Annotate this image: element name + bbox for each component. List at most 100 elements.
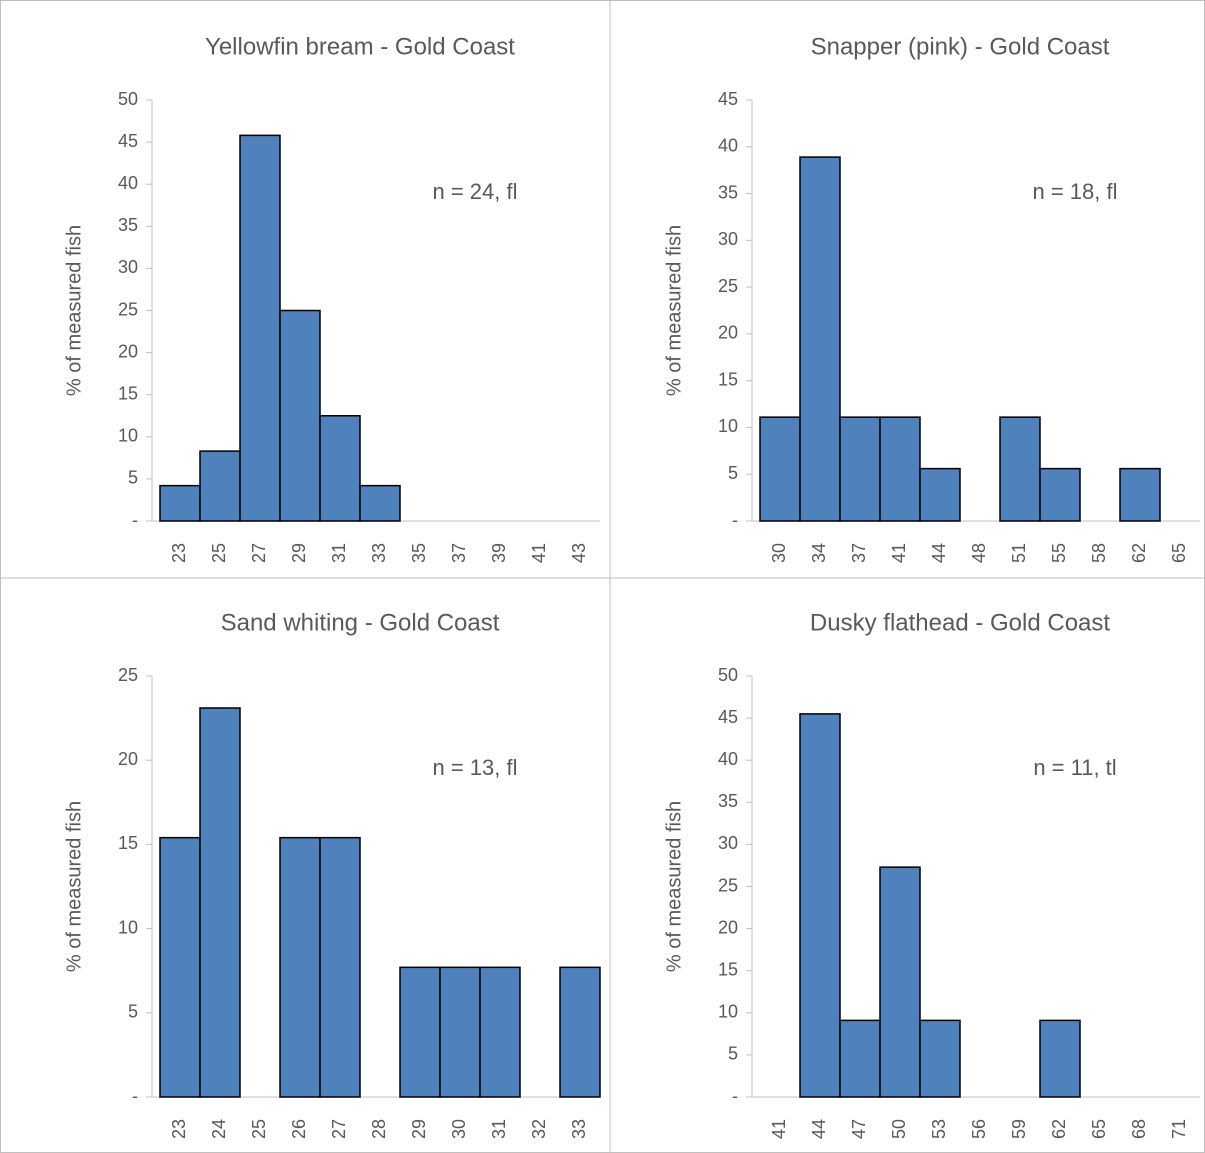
x-tick-label: 27 [329, 1119, 349, 1139]
bar [279, 836, 321, 1098]
x-tick-label: 47 [849, 1119, 869, 1139]
y-tick-label: 10 [718, 416, 738, 436]
bar [879, 416, 921, 522]
y-tick-label: 10 [718, 1002, 738, 1022]
y-tick-label: 5 [128, 468, 138, 488]
y-tick-label: 10 [118, 917, 138, 937]
y-tick-label: 20 [718, 917, 738, 937]
y-tick-label: 40 [718, 136, 738, 156]
x-tick-label: 23 [169, 1119, 189, 1139]
y-tick-label: 5 [128, 1002, 138, 1022]
x-tick-label: 51 [1009, 543, 1029, 563]
x-tick-label: 35 [409, 543, 429, 563]
y-tick-label: 25 [118, 299, 138, 319]
x-tick-label: 59 [1009, 1119, 1029, 1139]
x-tick-label: 68 [1129, 1119, 1149, 1139]
bar [319, 415, 361, 522]
bar [399, 966, 441, 1098]
y-tick-label: 25 [718, 875, 738, 895]
y-tick-label: - [732, 510, 738, 530]
y-tick-label: - [132, 510, 138, 530]
y-tick-label: 45 [718, 89, 738, 109]
bar [879, 866, 921, 1098]
bar [799, 156, 841, 522]
x-tick-label: 29 [409, 1119, 429, 1139]
x-tick-label: 65 [1169, 543, 1189, 563]
y-tick-label: 15 [718, 369, 738, 389]
y-tick-label: 5 [728, 463, 738, 483]
x-tick-label: 26 [289, 1119, 309, 1139]
y-tick-label: 35 [718, 791, 738, 811]
x-tick-label: 48 [969, 543, 989, 563]
bar [1039, 1019, 1081, 1098]
x-tick-label: 32 [529, 1119, 549, 1139]
y-axis-label: % of measured fish [663, 801, 685, 972]
bar [1119, 467, 1161, 522]
bar [199, 707, 241, 1098]
bar [799, 713, 841, 1098]
y-tick-label: 30 [118, 257, 138, 277]
y-tick-label: 20 [118, 749, 138, 769]
x-tick-label: 23 [169, 543, 189, 563]
bar [919, 1019, 961, 1098]
annotation: n = 24, fl [432, 179, 517, 204]
y-tick-label: 15 [718, 959, 738, 979]
x-tick-label: 29 [289, 543, 309, 563]
bar [759, 416, 801, 522]
bar [159, 836, 201, 1098]
y-tick-label: 10 [118, 426, 138, 446]
bar [559, 966, 601, 1098]
y-tick-label: - [132, 1086, 138, 1106]
chart-title: Sand whiting - Gold Coast [221, 609, 500, 636]
y-tick-label: 15 [118, 833, 138, 853]
y-tick-label: 30 [718, 229, 738, 249]
bar [479, 966, 521, 1098]
x-tick-label: 39 [489, 543, 509, 563]
y-tick-label: 5 [728, 1044, 738, 1064]
x-tick-label: 37 [849, 543, 869, 563]
bar [279, 309, 321, 522]
y-tick-label: 50 [718, 665, 738, 685]
x-tick-label: 50 [889, 1119, 909, 1139]
x-tick-label: 58 [1089, 543, 1109, 563]
bar [239, 134, 281, 522]
x-tick-label: 41 [529, 543, 549, 563]
y-tick-label: 40 [718, 749, 738, 769]
x-tick-label: 28 [369, 1119, 389, 1139]
x-tick-label: 56 [969, 1119, 989, 1139]
x-tick-label: 44 [929, 543, 949, 563]
x-tick-label: 53 [929, 1119, 949, 1139]
y-tick-label: 45 [118, 131, 138, 151]
x-tick-label: 71 [1169, 1119, 1189, 1139]
x-tick-label: 25 [249, 1119, 269, 1139]
x-tick-label: 41 [769, 1119, 789, 1139]
x-tick-label: 41 [889, 543, 909, 563]
x-tick-label: 65 [1089, 1119, 1109, 1139]
x-tick-label: 30 [769, 543, 789, 563]
y-tick-label: 25 [118, 665, 138, 685]
x-tick-label: 62 [1049, 1119, 1069, 1139]
bar [199, 450, 241, 522]
bar [839, 416, 881, 522]
bar [839, 1019, 881, 1098]
x-tick-label: 37 [449, 543, 469, 563]
x-tick-label: 55 [1049, 543, 1069, 563]
chart-title: Yellowfin bream - Gold Coast [205, 33, 515, 60]
y-tick-label: 20 [718, 323, 738, 343]
bar [359, 484, 401, 522]
x-tick-label: 33 [369, 543, 389, 563]
annotation: n = 13, fl [432, 755, 517, 780]
y-axis-label: % of measured fish [63, 225, 85, 396]
bar [439, 966, 481, 1098]
x-tick-label: 62 [1129, 543, 1149, 563]
y-tick-label: 35 [718, 182, 738, 202]
x-tick-label: 30 [449, 1119, 469, 1139]
chart-title: Dusky flathead - Gold Coast [810, 609, 1110, 636]
y-tick-label: 35 [118, 215, 138, 235]
x-tick-label: 27 [249, 543, 269, 563]
bar [999, 416, 1041, 522]
x-tick-label: 33 [569, 1119, 589, 1139]
x-tick-label: 31 [329, 543, 349, 563]
y-tick-label: - [732, 1086, 738, 1106]
